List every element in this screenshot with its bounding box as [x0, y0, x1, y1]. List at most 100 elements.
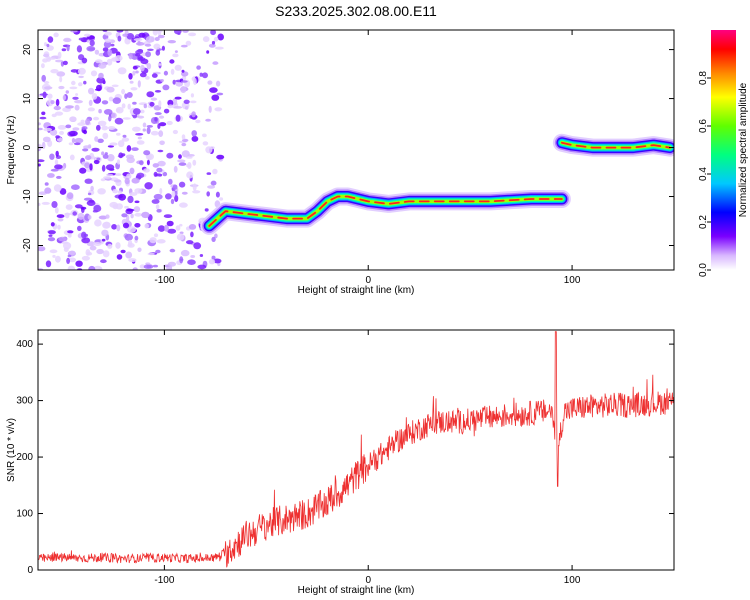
noise-blob [197, 264, 207, 270]
noise-blob [38, 159, 45, 163]
noise-blob [91, 147, 100, 152]
noise-blob [208, 259, 216, 265]
noise-blob [157, 225, 166, 232]
noise-blob [187, 154, 195, 157]
noise-blob [121, 137, 130, 142]
noise-blob [209, 87, 218, 93]
noise-blob [104, 31, 112, 36]
noise-blob [42, 58, 49, 63]
noise-blob [127, 103, 131, 110]
noise-blob [110, 43, 115, 47]
heatmap-x-axis-label: Height of straight line (km) [298, 285, 415, 296]
noise-blob [116, 159, 121, 165]
noise-blob [152, 30, 159, 36]
heatmap-y-tick-label: 0 [22, 144, 33, 150]
noise-blob [146, 127, 151, 135]
noise-blob [69, 116, 77, 122]
noise-blob [150, 97, 158, 101]
noise-blob [70, 30, 78, 33]
heatmap-y-tick-label: -10 [22, 189, 33, 204]
noise-blob [100, 178, 106, 182]
noise-blob [44, 182, 49, 186]
noise-blob [87, 215, 92, 220]
noise-blob [191, 111, 196, 118]
noise-blob [43, 127, 52, 132]
noise-blob [98, 72, 104, 79]
noise-blob [89, 163, 93, 171]
noise-blob [53, 32, 59, 38]
noise-blob [115, 173, 122, 177]
noise-blob [50, 168, 59, 172]
noise-blob [209, 146, 215, 150]
noise-blob [160, 79, 164, 82]
noise-blob [219, 197, 224, 201]
noise-blob [69, 154, 75, 161]
noise-blob [128, 73, 133, 80]
noise-blob [122, 222, 130, 229]
noise-blob [94, 88, 101, 91]
noise-blob [172, 79, 176, 85]
noise-blob [202, 72, 208, 79]
noise-blob [144, 223, 149, 229]
noise-blob [137, 115, 145, 119]
noise-blob [90, 70, 98, 77]
noise-blob [180, 44, 188, 48]
noise-blob [195, 119, 201, 124]
noise-blob [145, 51, 152, 58]
noise-blob [56, 71, 66, 77]
noise-blob [57, 51, 62, 59]
snr-y-tick-label: 100 [16, 509, 33, 520]
noise-blob [193, 77, 197, 86]
noise-blob [44, 86, 53, 90]
noise-blob [65, 105, 74, 109]
noise-blob [62, 60, 68, 66]
noise-blob [156, 209, 162, 213]
snr-y-axis-label: SNR (10 * v/v) [6, 418, 17, 482]
noise-blob [116, 254, 123, 260]
heatmap-y-tick-label: 20 [22, 44, 33, 56]
noise-blob [52, 254, 56, 258]
noise-blob [153, 193, 163, 200]
noise-blob [111, 84, 119, 88]
noise-blob [102, 250, 110, 258]
noise-blob [213, 36, 219, 42]
noise-blob [108, 96, 114, 102]
noise-blob [217, 33, 224, 41]
noise-blob [129, 80, 134, 84]
noise-blob [143, 103, 147, 109]
noise-blob [86, 200, 96, 207]
noise-blob [176, 233, 185, 241]
noise-blob [207, 80, 213, 85]
noise-blob [55, 59, 63, 63]
noise-blob [48, 234, 53, 237]
noise-blob [167, 104, 174, 109]
noise-blob [67, 265, 76, 270]
noise-blob [100, 259, 107, 264]
noise-blob [173, 106, 183, 109]
noise-blob [157, 63, 162, 66]
noise-blob [103, 109, 113, 115]
noise-blob [102, 47, 109, 52]
noise-blob [163, 70, 168, 76]
noise-blob [66, 192, 74, 200]
noise-blob [211, 236, 216, 242]
noise-blob [101, 164, 106, 172]
noise-blob [208, 43, 216, 48]
noise-blob [93, 204, 102, 213]
noise-blob [98, 109, 102, 114]
noise-blob [89, 40, 95, 47]
noise-blob [214, 233, 218, 239]
noise-blob [190, 255, 196, 258]
heatmap-y-ticks: -20 -10 0 10 20 [22, 44, 674, 253]
noise-blob [54, 111, 64, 116]
noise-blob [102, 221, 111, 229]
noise-blob [171, 190, 176, 198]
noise-blob [51, 113, 57, 118]
noise-blob [41, 63, 45, 69]
noise-blob [174, 194, 179, 202]
noise-blob [156, 239, 166, 244]
noise-blob [113, 179, 122, 183]
colorbar-ticks: 0.0 0.2 0.4 0.6 0.8 [698, 71, 711, 277]
snr-line [38, 331, 674, 568]
